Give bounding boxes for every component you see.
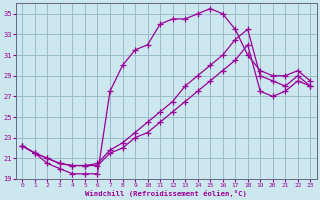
X-axis label: Windchill (Refroidissement éolien,°C): Windchill (Refroidissement éolien,°C) xyxy=(85,190,247,197)
